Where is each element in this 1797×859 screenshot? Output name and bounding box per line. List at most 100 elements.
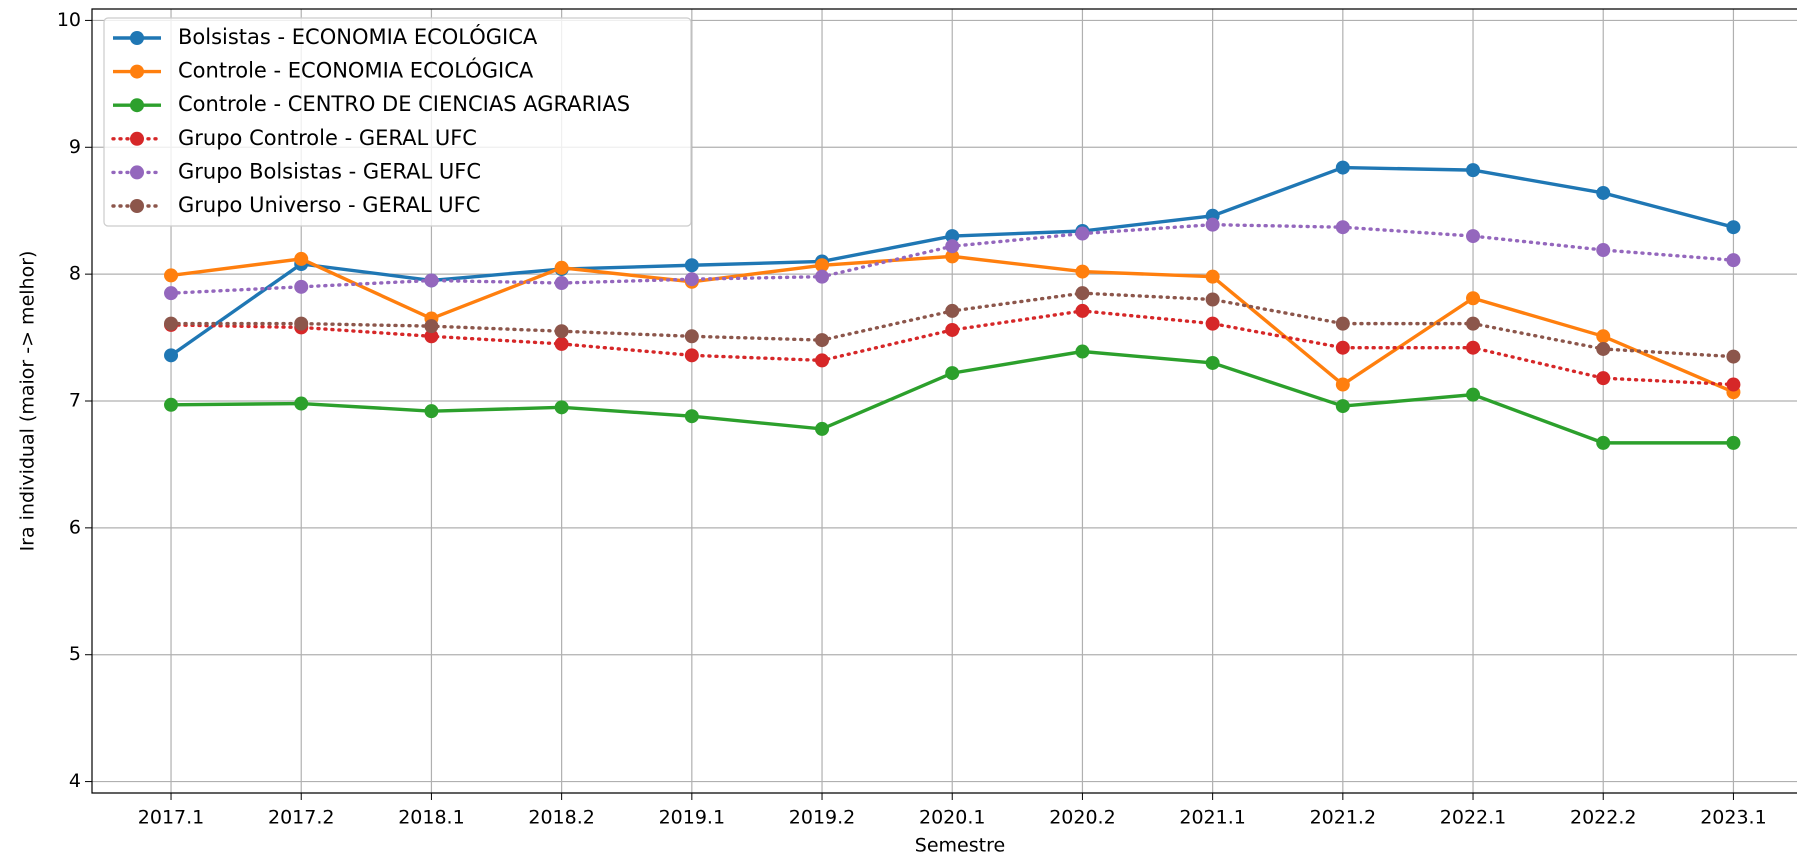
x-axis-label: Semestre (915, 835, 1005, 857)
data-point (554, 260, 569, 275)
data-point (164, 286, 179, 301)
data-point (1596, 435, 1611, 450)
data-point (294, 251, 309, 266)
data-point (1335, 316, 1350, 331)
data-point (945, 229, 960, 244)
y-axis-label: Ira individual (maior -> melhor) (17, 251, 39, 552)
data-point (1466, 316, 1481, 331)
legend-label: Controle - ECONOMIA ECOLÓGICA (178, 58, 534, 83)
data-point (945, 239, 960, 254)
data-point (294, 316, 309, 331)
y-tick-label: 9 (69, 136, 81, 158)
data-point (424, 319, 439, 334)
data-point (1205, 355, 1220, 370)
x-tick-label: 2019.1 (659, 807, 725, 829)
data-point (684, 272, 699, 287)
data-point (815, 421, 830, 436)
data-point (554, 324, 569, 339)
data-point (1726, 377, 1741, 392)
data-point (554, 336, 569, 351)
x-tick-label: 2018.1 (398, 807, 464, 829)
x-tick-label: 2022.2 (1570, 807, 1636, 829)
x-tick-label: 2017.2 (268, 807, 334, 829)
data-point (164, 316, 179, 331)
data-point (1335, 340, 1350, 355)
data-point (294, 396, 309, 411)
data-point (1596, 185, 1611, 200)
data-point (294, 279, 309, 294)
legend-label: Grupo Universo - GERAL UFC (178, 193, 480, 217)
y-tick-label: 4 (69, 770, 81, 792)
y-tick-label: 8 (69, 263, 81, 285)
data-point (424, 273, 439, 288)
data-point (945, 366, 960, 381)
data-point (164, 268, 179, 283)
data-point (815, 269, 830, 284)
data-point (1205, 217, 1220, 232)
data-point (1726, 220, 1741, 235)
y-tick-label: 6 (69, 516, 81, 538)
y-tick-label: 10 (57, 9, 81, 31)
data-point (684, 258, 699, 273)
data-point (1466, 387, 1481, 402)
data-point (1335, 220, 1350, 235)
data-point (1335, 399, 1350, 414)
data-point (164, 397, 179, 412)
data-point (1205, 316, 1220, 331)
data-point (1596, 243, 1611, 258)
legend-label: Grupo Bolsistas - GERAL UFC (178, 159, 481, 183)
data-point (164, 348, 179, 363)
data-point (1075, 344, 1090, 359)
legend-label: Grupo Controle - GERAL UFC (178, 126, 477, 150)
data-point (1726, 435, 1741, 450)
x-tick-label: 2021.1 (1179, 807, 1245, 829)
data-point (424, 329, 439, 344)
data-point (815, 333, 830, 348)
x-tick-label: 2018.2 (528, 807, 594, 829)
data-point (815, 258, 830, 273)
legend-marker (130, 131, 144, 146)
axes-frame (91, 8, 1797, 794)
data-point (1726, 253, 1741, 268)
data-point (1466, 340, 1481, 355)
data-point (1466, 229, 1481, 244)
data-point (815, 353, 830, 368)
data-point (1075, 303, 1090, 318)
x-tick-label: 2023.1 (1700, 807, 1766, 829)
data-point (1466, 291, 1481, 306)
legend-marker (130, 64, 144, 79)
data-point (945, 303, 960, 318)
x-tick-label: 2020.2 (1049, 807, 1115, 829)
data-point (554, 400, 569, 415)
data-point (1205, 292, 1220, 307)
data-point (1726, 349, 1741, 364)
data-point (1075, 286, 1090, 301)
data-point (1596, 341, 1611, 356)
legend-marker (130, 199, 144, 213)
legend-label: Controle - CENTRO DE CIENCIAS AGRARIAS (178, 92, 630, 116)
data-point (1075, 264, 1090, 279)
data-point (945, 249, 960, 264)
legend-label: Bolsistas - ECONOMIA ECOLÓGICA (178, 24, 538, 49)
data-point (1335, 160, 1350, 175)
legend-marker (130, 165, 144, 180)
data-point (684, 329, 699, 344)
legend-marker (130, 98, 144, 113)
x-tick-label: 2019.2 (789, 807, 855, 829)
legend: Bolsistas - ECONOMIA ECOLÓGICA Controle -… (103, 17, 692, 227)
x-tick-label: 2020.1 (919, 807, 985, 829)
data-point (1075, 226, 1090, 241)
data-point (424, 404, 439, 419)
data-point (1466, 163, 1481, 178)
legend-box (103, 17, 692, 227)
y-tick-label: 5 (69, 643, 81, 665)
y-tick-label: 7 (69, 390, 81, 412)
data-point (1596, 371, 1611, 386)
data-point (684, 409, 699, 424)
x-tick-label: 2022.1 (1440, 807, 1506, 829)
x-tick-label: 2021.2 (1310, 807, 1376, 829)
x-tick-label: 2017.1 (138, 807, 204, 829)
data-point (684, 348, 699, 363)
data-point (1335, 377, 1350, 392)
